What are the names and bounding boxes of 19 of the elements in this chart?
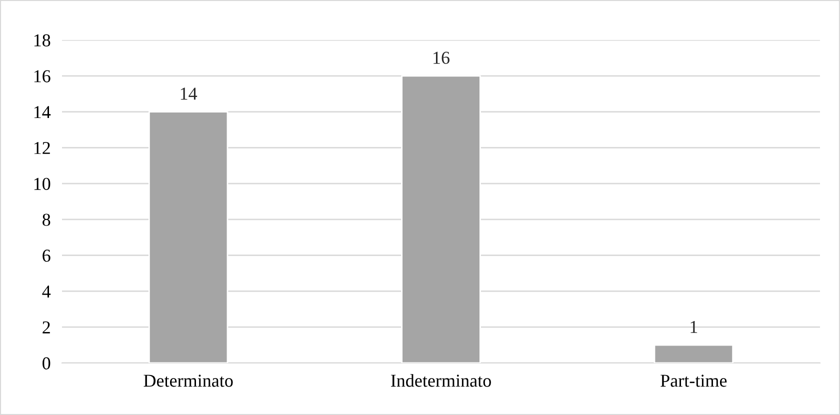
data-label: 16 — [434, 52, 450, 64]
y-tick-label: 0 — [42, 357, 50, 370]
y-tick-label: 18 — [34, 34, 50, 46]
x-tick-label: Indeterminato — [391, 374, 491, 387]
data-label: 1 — [690, 320, 698, 333]
y-tick-label: 10 — [34, 178, 50, 190]
y-tick-label: 12 — [34, 142, 50, 154]
y-tick-label: 16 — [34, 70, 50, 82]
x-tick-label: Determinato — [144, 374, 233, 387]
bar — [654, 344, 734, 363]
bar — [148, 111, 228, 363]
y-tick-label: 8 — [42, 214, 50, 226]
y-tick-label: 6 — [42, 250, 50, 262]
y-tick-label: 14 — [34, 106, 51, 118]
bar — [401, 75, 481, 363]
y-tick-label: 4 — [42, 286, 51, 298]
x-tick-label: Part-time — [660, 374, 727, 387]
y-tick-label: 2 — [42, 321, 50, 334]
data-label: 14 — [180, 88, 198, 100]
